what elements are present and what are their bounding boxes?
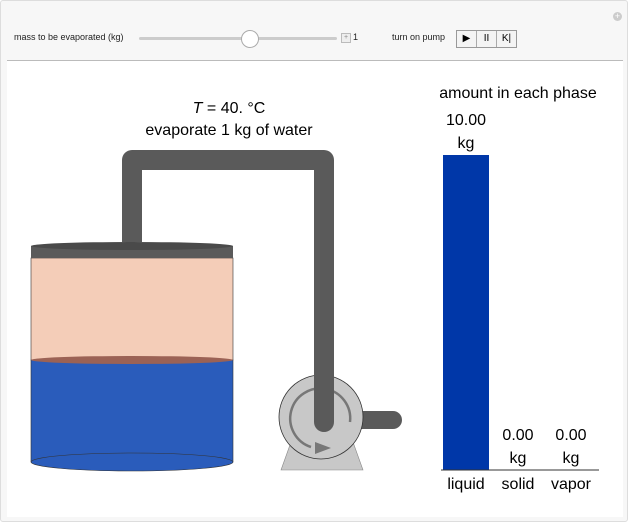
- chart-title: amount in each phase: [439, 85, 597, 102]
- temperature-title: T = 40. °C: [193, 100, 266, 117]
- mass-value: 1: [353, 32, 359, 42]
- bar-value-label: 10.00: [446, 112, 486, 129]
- pause-button[interactable]: II: [477, 31, 497, 47]
- pump: [278, 332, 402, 471]
- evaporate-subtitle: evaporate 1 kg of water: [145, 122, 313, 139]
- mass-slider[interactable]: [139, 37, 337, 40]
- graphic-panel: T = 40. °C evaporate 1 kg of water amoun…: [7, 60, 623, 517]
- expand-icon[interactable]: +: [613, 11, 622, 21]
- bar-value-label: 0.00: [555, 427, 586, 444]
- phase-label: liquid: [447, 476, 484, 493]
- plus-icon[interactable]: +: [341, 33, 351, 43]
- pipe: [122, 150, 334, 422]
- bar-value-label: 0.00: [502, 427, 533, 444]
- bar-unit-label: kg: [510, 450, 527, 467]
- pump-label: turn on pump: [392, 32, 446, 42]
- phase-label: vapor: [551, 476, 592, 493]
- bar-unit-label: kg: [458, 135, 475, 152]
- play-button[interactable]: ▶: [457, 31, 477, 47]
- bar-liquid: [443, 155, 489, 470]
- bar-unit-label: kg: [563, 450, 580, 467]
- mass-slider-thumb[interactable]: [241, 30, 259, 48]
- tank: [30, 242, 234, 472]
- reset-button[interactable]: K|: [497, 31, 516, 47]
- mass-label: mass to be evaporated (kg): [14, 32, 124, 42]
- phase-label: solid: [502, 476, 535, 493]
